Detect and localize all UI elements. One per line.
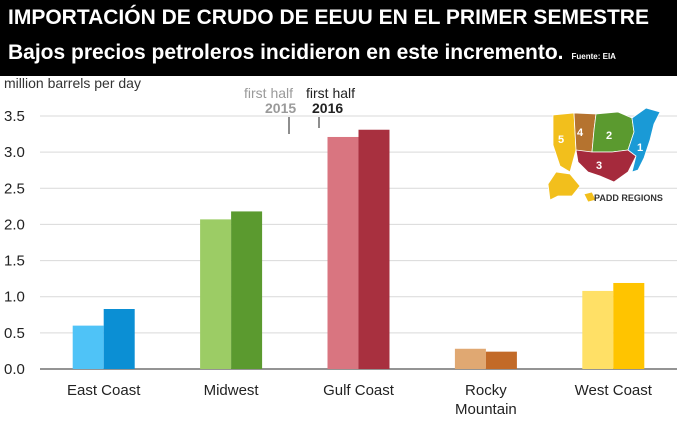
y-tick-label: 0.5 (4, 325, 25, 342)
category-label: Rocky (465, 382, 507, 399)
bar-2015-1 (200, 219, 232, 369)
y-tick-labels: 0.0 0.5 1.0 1.5 2.0 2.5 3.0 3.5 (4, 108, 25, 378)
y-tick-label: 0.0 (4, 361, 25, 378)
category-labels: East Coast Midwest Gulf Coast Rocky Mountain… (67, 382, 653, 418)
padd-region-5-hawaii (583, 191, 597, 203)
chart-title: IMPORTACIÓN DE CRUDO DE EEUU EN EL PRIME… (8, 6, 649, 29)
padd-region-3 (575, 149, 637, 183)
bar-2015-3 (454, 348, 486, 369)
padd-region-5-alaska (547, 171, 581, 201)
category-label: West Coast (575, 382, 653, 399)
y-tick-label: 3.5 (4, 108, 25, 125)
bar-2016-4 (613, 282, 645, 369)
title-banner: IMPORTACIÓN DE CRUDO DE EEUU EN EL PRIME… (0, 0, 677, 76)
bar-2015-2 (327, 136, 359, 369)
annotation-2016-line1: first half (306, 85, 355, 101)
y-tick-label: 2.0 (4, 216, 25, 233)
y-tick-label: 3.0 (4, 144, 25, 161)
bar-2015-4 (582, 290, 614, 369)
padd-region-1 (627, 107, 661, 173)
padd-number-5: 5 (558, 134, 564, 146)
padd-number-2: 2 (606, 130, 612, 142)
annotation-2015-line1: first half (244, 85, 293, 101)
source-note: Fuente: EIA (571, 52, 616, 61)
bar-2016-2 (358, 129, 390, 369)
period-annotations: first half 2015 first half 2016 (244, 85, 355, 134)
bar-2015-0 (72, 325, 104, 369)
padd-map: 5 4 2 3 1 PADD REGIONS (547, 107, 663, 203)
chart-subtitle-line: Bajos precios petroleros incidieron en e… (8, 41, 616, 65)
padd-region-5 (552, 112, 577, 173)
bar-2016-0 (103, 309, 135, 369)
y-tick-label: 1.0 (4, 289, 25, 306)
category-label: Midwest (204, 382, 260, 399)
category-label-line2: Mountain (455, 401, 517, 418)
y-tick-label: 2.5 (4, 180, 25, 197)
padd-map-label: PADD REGIONS (594, 193, 663, 203)
bar-2016-3 (485, 351, 517, 369)
y-tick-label: 1.5 (4, 253, 25, 270)
category-label: East Coast (67, 382, 141, 399)
bars (72, 129, 645, 369)
padd-number-3: 3 (596, 160, 602, 172)
padd-number-4: 4 (577, 127, 584, 139)
padd-number-1: 1 (637, 142, 643, 154)
annotation-2015-line2: 2015 (265, 100, 296, 116)
y-axis-label: million barrels per day (4, 75, 141, 91)
bar-2016-1 (231, 211, 263, 369)
annotation-2016-line2: 2016 (312, 100, 343, 116)
padd-region-2 (591, 111, 635, 153)
chart-subtitle: Bajos precios petroleros incidieron en e… (8, 41, 564, 64)
category-label: Gulf Coast (323, 382, 395, 399)
